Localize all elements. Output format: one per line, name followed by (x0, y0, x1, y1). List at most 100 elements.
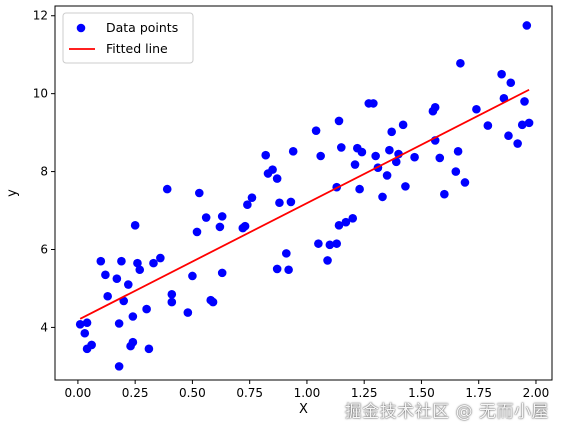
data-point (82, 318, 92, 328)
data-point (217, 268, 227, 278)
data-point (194, 188, 204, 198)
watermark: 掘金技术社区 @ 无而小屋 (344, 402, 549, 422)
x-tick-label: 1.00 (294, 386, 321, 400)
data-point (288, 147, 298, 156)
data-point (378, 192, 387, 202)
data-point (192, 227, 202, 237)
data-point (247, 193, 257, 202)
data-point (311, 126, 321, 135)
data-point (162, 184, 172, 194)
data-point (130, 221, 140, 230)
data-point (513, 139, 522, 148)
x-tick-label: 0.50 (179, 386, 206, 400)
y-tick-label: 12 (33, 9, 48, 23)
legend-label-fitted-line: Fitted line (106, 41, 168, 56)
data-point (240, 221, 250, 231)
data-point (350, 160, 360, 169)
data-point (382, 171, 392, 180)
data-point (517, 120, 527, 130)
data-point (430, 102, 440, 112)
data-point (314, 239, 323, 248)
y-tick-label: 4 (40, 320, 48, 334)
data-point (167, 289, 177, 299)
x-axis-label: X (299, 402, 308, 417)
data-point (357, 147, 367, 157)
data-point (144, 344, 154, 354)
data-point (483, 121, 493, 130)
data-point (167, 297, 177, 307)
data-point (524, 118, 534, 128)
y-tick-label: 10 (33, 87, 48, 101)
data-point (201, 213, 211, 222)
y-axis-label: y (5, 189, 20, 197)
data-point (336, 143, 346, 152)
y-tick-label: 8 (40, 165, 48, 179)
data-point (410, 152, 419, 162)
data-point (156, 253, 165, 263)
data-point (133, 258, 142, 268)
data-point (123, 280, 133, 289)
data-point (286, 197, 296, 207)
data-point (282, 249, 291, 258)
data-point (112, 274, 122, 284)
data-point (522, 21, 532, 30)
data-point (520, 97, 529, 106)
data-point (371, 151, 380, 161)
data-point (385, 145, 394, 155)
data-point (217, 212, 227, 221)
data-point (128, 312, 138, 321)
x-tick-label: 2.00 (523, 386, 550, 400)
data-point (261, 150, 271, 160)
legend-label-data-points: Data points (106, 20, 178, 35)
data-point (497, 69, 506, 79)
data-point (348, 214, 358, 223)
data-point (215, 222, 225, 232)
x-axis-ticks: 0.00 0.25 0.50 0.75 1.00 1.25 1.50 1.75 2.00 (65, 380, 550, 400)
data-point (87, 340, 96, 350)
data-point (472, 104, 481, 114)
data-point (440, 189, 449, 199)
data-point (128, 337, 138, 347)
data-point (149, 258, 158, 268)
data-point (243, 200, 252, 209)
data-point (334, 116, 344, 126)
data-point (499, 94, 509, 103)
legend: Data points Fitted line (62, 12, 194, 64)
x-tick-label: 0.75 (236, 386, 263, 400)
data-point (391, 157, 401, 167)
data-point (341, 217, 351, 227)
data-point (355, 184, 364, 194)
data-point (114, 362, 124, 371)
data-point (119, 296, 129, 306)
data-point (435, 153, 445, 163)
data-point (208, 297, 218, 307)
data-point (101, 270, 110, 280)
fitted-line-group (79, 88, 530, 320)
x-tick-label: 1.25 (351, 386, 378, 400)
data-point (325, 240, 335, 250)
data-point (275, 198, 284, 208)
data-point (114, 319, 124, 328)
data-point (80, 328, 90, 338)
data-point (117, 256, 126, 266)
data-point (456, 58, 465, 68)
data-point (135, 265, 145, 275)
data-point (334, 221, 344, 230)
x-tick-label: 1.75 (465, 386, 492, 400)
legend-marker-data-points (76, 23, 86, 33)
x-tick-label: 0.00 (65, 386, 92, 400)
legend-box (62, 12, 194, 64)
data-point (272, 174, 282, 183)
data-point (284, 265, 293, 275)
data-point (75, 319, 85, 329)
x-tick-label: 1.50 (408, 386, 435, 400)
data-point (142, 304, 151, 314)
y-axis-ticks: 4 6 8 10 12 (33, 9, 55, 334)
data-point (96, 256, 106, 266)
data-point (398, 120, 408, 130)
axes-frame (54, 5, 553, 381)
data-point (369, 99, 378, 108)
data-point (453, 147, 463, 156)
data-point (272, 264, 282, 274)
data-point (103, 291, 112, 301)
